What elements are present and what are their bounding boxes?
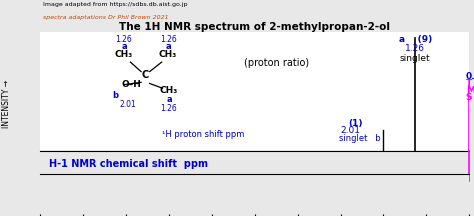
Title: The 1H NMR spectrum of 2-methylpropan-2-ol: The 1H NMR spectrum of 2-methylpropan-2-… [119, 22, 390, 32]
Text: 1.26: 1.26 [161, 104, 177, 113]
Text: a    (9): a (9) [399, 35, 432, 44]
Text: O–H: O–H [122, 80, 142, 89]
Text: CH₃: CH₃ [159, 50, 177, 59]
Text: 1.26: 1.26 [405, 44, 425, 53]
Text: T: T [466, 79, 472, 88]
Text: C: C [142, 70, 149, 79]
Text: singlet   b: singlet b [339, 133, 381, 143]
Text: 2.01: 2.01 [120, 100, 137, 109]
Text: INTENSITY →: INTENSITY → [2, 80, 11, 128]
Text: spectra adaptations Dr Phil Brown 2021: spectra adaptations Dr Phil Brown 2021 [43, 15, 168, 20]
Text: 0.00: 0.00 [466, 72, 474, 81]
Text: a: a [121, 42, 127, 51]
Text: singlet: singlet [400, 54, 430, 63]
Text: M: M [466, 86, 474, 95]
Text: CH₃: CH₃ [115, 50, 133, 59]
Text: S: S [466, 93, 472, 102]
Text: 2.01: 2.01 [340, 126, 361, 135]
Text: (1): (1) [348, 119, 363, 128]
Text: a: a [166, 95, 172, 105]
Text: b: b [112, 91, 118, 100]
Text: Image adapted from https://sdbs.db.aist.go.jp: Image adapted from https://sdbs.db.aist.… [43, 2, 187, 7]
Text: ¹H proton shift ppm: ¹H proton shift ppm [162, 130, 245, 139]
Text: 1.26: 1.26 [116, 35, 132, 44]
Text: 1.26: 1.26 [160, 35, 176, 44]
Text: CH₃: CH₃ [160, 86, 178, 95]
Text: H-1 NMR chemical shift  ppm: H-1 NMR chemical shift ppm [49, 159, 208, 169]
Text: a: a [165, 42, 171, 51]
Text: (proton ratio): (proton ratio) [244, 58, 309, 68]
